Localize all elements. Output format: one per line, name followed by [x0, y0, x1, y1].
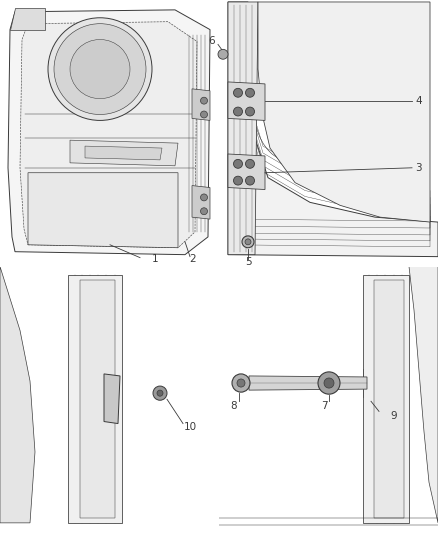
- Circle shape: [201, 97, 208, 104]
- Circle shape: [246, 159, 254, 168]
- Polygon shape: [228, 2, 438, 256]
- Polygon shape: [80, 280, 115, 518]
- Circle shape: [201, 208, 208, 215]
- Polygon shape: [8, 10, 210, 255]
- Polygon shape: [68, 274, 122, 523]
- Circle shape: [54, 23, 146, 115]
- Circle shape: [233, 107, 243, 116]
- FancyBboxPatch shape: [105, 408, 117, 416]
- Circle shape: [246, 88, 254, 97]
- Circle shape: [153, 386, 167, 400]
- Polygon shape: [228, 2, 258, 255]
- Circle shape: [233, 159, 243, 168]
- FancyBboxPatch shape: [363, 387, 375, 397]
- Circle shape: [233, 176, 243, 185]
- Polygon shape: [20, 22, 197, 248]
- Polygon shape: [228, 82, 265, 120]
- FancyBboxPatch shape: [363, 369, 375, 379]
- Circle shape: [318, 372, 340, 394]
- Circle shape: [246, 176, 254, 185]
- Text: 10: 10: [184, 422, 197, 432]
- Text: 3: 3: [415, 163, 422, 173]
- Circle shape: [70, 39, 130, 99]
- Polygon shape: [10, 8, 45, 30]
- Circle shape: [246, 107, 254, 116]
- Polygon shape: [409, 266, 438, 523]
- FancyBboxPatch shape: [105, 378, 117, 386]
- Circle shape: [201, 194, 208, 201]
- FancyBboxPatch shape: [105, 388, 117, 396]
- Circle shape: [237, 379, 245, 387]
- Polygon shape: [192, 185, 210, 219]
- Polygon shape: [228, 154, 265, 190]
- Polygon shape: [363, 274, 409, 523]
- Text: 9: 9: [391, 411, 397, 422]
- Polygon shape: [104, 374, 120, 424]
- Polygon shape: [85, 146, 162, 160]
- Polygon shape: [70, 140, 178, 166]
- Polygon shape: [374, 280, 404, 518]
- Circle shape: [233, 88, 243, 97]
- Circle shape: [218, 50, 228, 59]
- Circle shape: [232, 374, 250, 392]
- Text: 6: 6: [208, 36, 215, 46]
- Polygon shape: [28, 173, 178, 248]
- Circle shape: [242, 236, 254, 248]
- FancyBboxPatch shape: [105, 398, 117, 406]
- Circle shape: [157, 390, 163, 396]
- Text: 5: 5: [245, 256, 251, 266]
- Text: 2: 2: [190, 254, 196, 264]
- Circle shape: [324, 378, 334, 388]
- Text: 4: 4: [415, 96, 422, 106]
- Polygon shape: [249, 376, 367, 390]
- Circle shape: [245, 239, 251, 245]
- Polygon shape: [192, 89, 210, 120]
- Text: 8: 8: [231, 401, 237, 411]
- Text: 1: 1: [152, 254, 158, 264]
- Polygon shape: [0, 266, 35, 523]
- Circle shape: [48, 18, 152, 120]
- Circle shape: [201, 111, 208, 118]
- Text: 7: 7: [321, 401, 327, 411]
- Polygon shape: [258, 2, 430, 222]
